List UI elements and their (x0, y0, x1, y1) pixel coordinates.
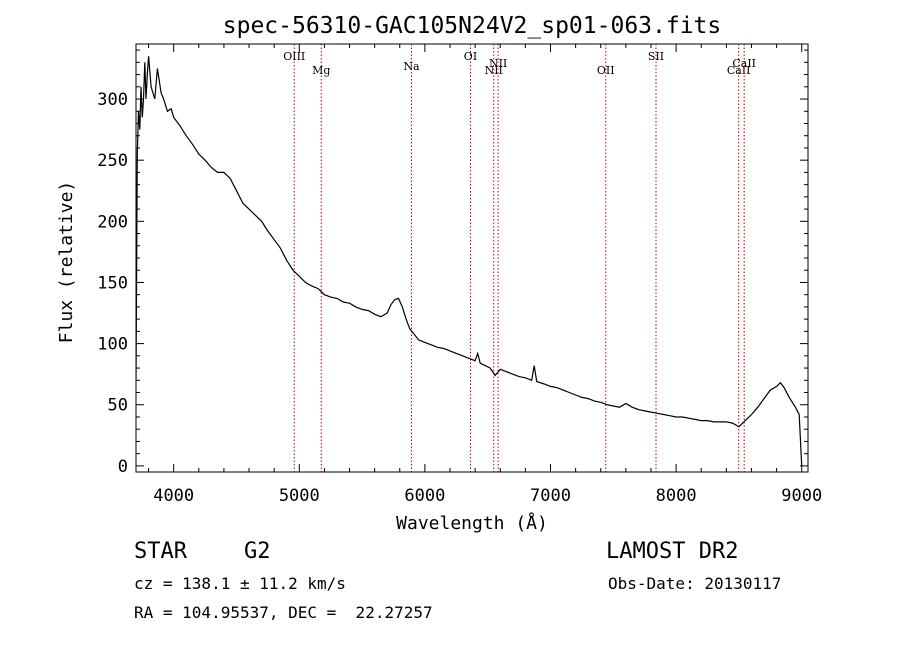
y-axis: 0 50 100 150 200 250 300 (97, 49, 808, 477)
spectrum-series (136, 56, 803, 466)
x-axis-label: Wavelength (Å) (396, 512, 548, 534)
redshift-text: cz = 138.1 ± 11.2 km/s (134, 574, 346, 593)
x-axis: 4000 5000 6000 7000 8000 9000 (148, 44, 822, 506)
x-tick-label-0: 4000 (153, 486, 194, 506)
x-tick-label-4: 8000 (656, 486, 697, 506)
x-tick-label-2: 6000 (404, 486, 445, 506)
line-label-3: OI (464, 50, 477, 63)
line-label-0: OIII (283, 50, 305, 63)
y-tick-label-3: 150 (97, 273, 128, 293)
line-label-9: CaII (732, 57, 756, 70)
y-tick-label-2: 100 (97, 335, 128, 355)
plot-frame (135, 43, 809, 473)
line-label-4: NII (485, 64, 503, 77)
y-tick-label-4: 200 (97, 212, 128, 232)
line-label-8: CaII (727, 64, 751, 77)
y-tick-label-6: 300 (97, 90, 128, 110)
object-subclass: G2 (244, 539, 271, 564)
y-axis-label: Flux (relative) (56, 181, 77, 344)
y-tick-label-1: 50 (108, 396, 128, 416)
y-tick-label-5: 250 (97, 151, 128, 171)
coordinates-text: RA = 104.95537, DEC = 22.27257 (134, 603, 433, 622)
line-label-5: NII (489, 57, 507, 70)
line-label-7: SII (648, 50, 664, 63)
x-tick-label-3: 7000 (530, 486, 571, 506)
obs-date: Obs-Date: 20130117 (608, 574, 782, 593)
y-tick-label-0: 0 (118, 457, 128, 477)
x-tick-label-1: 5000 (279, 486, 320, 506)
chart-title: spec-56310-GAC105N24V2_sp01-063.fits (223, 13, 722, 39)
object-class: STAR (134, 539, 187, 564)
x-tick-label-5: 9000 (781, 486, 822, 506)
spectrum-line-0 (136, 56, 803, 466)
line-label-2: Na (403, 60, 420, 73)
survey-name: LAMOST DR2 (606, 539, 739, 564)
line-label-1: Mg (312, 64, 330, 77)
line-label-6: OII (597, 64, 615, 77)
